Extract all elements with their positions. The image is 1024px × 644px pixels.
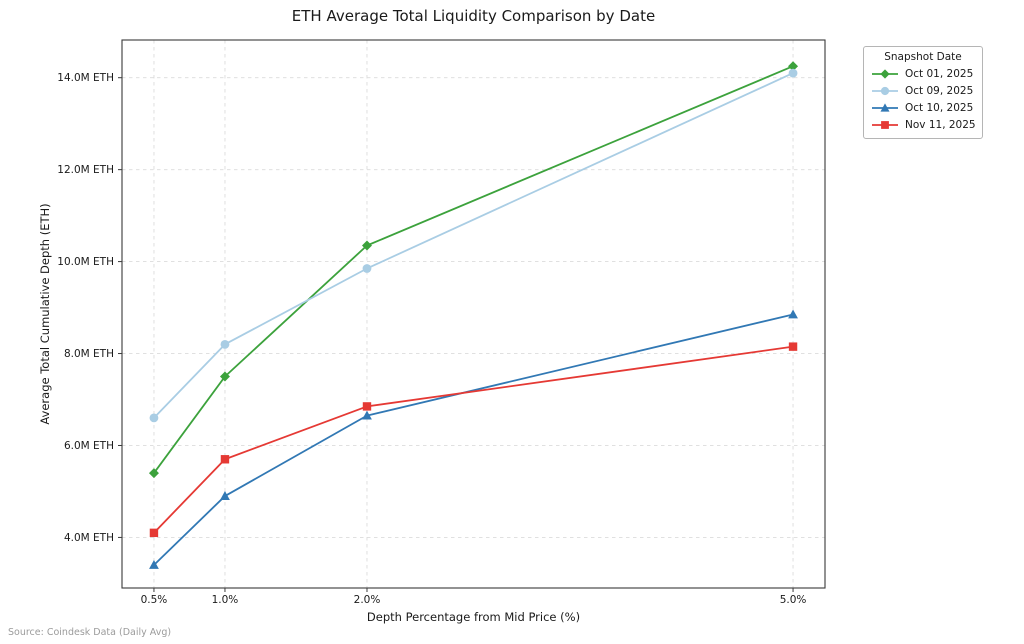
x-axis-label: Depth Percentage from Mid Price (%) (366, 610, 581, 624)
data-point-marker (149, 413, 159, 423)
y-tick-label: 12.0M ETH (57, 164, 114, 176)
data-point-marker (788, 342, 798, 351)
data-point-marker (220, 491, 230, 500)
legend-item-label: Oct 09, 2025 (905, 84, 974, 97)
data-point-marker (362, 410, 372, 420)
series-square (149, 342, 798, 538)
data-point-marker (361, 240, 372, 251)
chart-title: ETH Average Total Liquidity Comparison b… (291, 7, 656, 25)
series-circle (149, 68, 798, 423)
data-point-marker (149, 560, 159, 569)
legend: Snapshot Date Oct 01, 2025 Oct 09, 2025 … (863, 46, 983, 139)
y-axis-label: Average Total Cumulative Depth (ETH) (38, 203, 52, 425)
data-point-marker (362, 264, 372, 273)
source-note: Source: Coindesk Data (Daily Avg) (8, 627, 172, 638)
y-tick-label: 10.0M ETH (57, 256, 114, 268)
legend-item-label: Nov 11, 2025 (905, 118, 976, 131)
series-line (153, 65, 794, 474)
legend-item-label: Oct 01, 2025 (905, 67, 974, 80)
data-point-marker (220, 455, 230, 464)
legend-item-label: Oct 10, 2025 (905, 101, 974, 114)
legend-item: Oct 10, 2025 (870, 99, 976, 116)
series-line (153, 345, 794, 534)
data-point-marker (149, 528, 159, 538)
series-triangle (149, 309, 798, 569)
x-tick-label: 5.0% (780, 594, 807, 606)
data-point-marker (788, 68, 798, 78)
legend-marker-triangle-icon (872, 102, 898, 112)
legend-marker-square-icon (872, 120, 898, 129)
legend-item: Nov 11, 2025 (870, 116, 976, 133)
legend-item: Oct 09, 2025 (870, 82, 976, 99)
data-point-marker (219, 371, 230, 382)
y-tick-label: 4.0M ETH (64, 532, 114, 544)
data-point-marker (148, 468, 159, 479)
series-diamond (148, 61, 799, 479)
plot-border (121, 39, 826, 589)
y-tick-label: 8.0M ETH (64, 348, 114, 360)
data-point-marker (788, 309, 798, 319)
data-point-marker (220, 339, 230, 349)
y-tick-label: 14.0M ETH (57, 72, 114, 84)
y-tick-label: 6.0M ETH (64, 440, 114, 452)
data-point-marker (788, 61, 799, 72)
legend-item: Oct 01, 2025 (870, 65, 976, 82)
data-point-marker (362, 402, 372, 411)
x-tick-label: 0.5% (141, 594, 168, 606)
x-tick-label: 1.0% (212, 594, 239, 606)
axis-ticks: 0.5% 1.0% 2.0% 5.0% 4.0M ETH 6.0M ETH 8.0M ETH… (57, 72, 806, 606)
legend-marker-circle-icon (872, 86, 898, 95)
grid (122, 40, 825, 588)
x-tick-label: 2.0% (354, 594, 381, 606)
series-line (153, 313, 794, 566)
legend-title: Snapshot Date (884, 51, 962, 63)
legend-marker-diamond-icon (872, 68, 898, 79)
series-line (153, 72, 794, 419)
